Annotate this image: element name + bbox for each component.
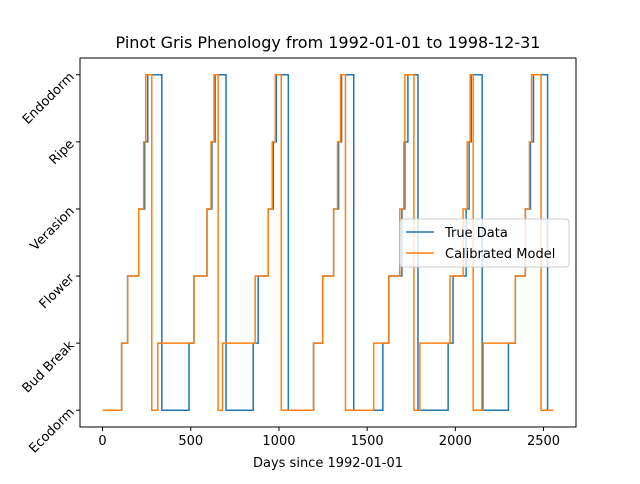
x-tick-label: 0 (98, 434, 106, 449)
x-axis-label: Days since 1992-01-01 (253, 456, 403, 471)
y-tick-label: Ecodorm (27, 405, 78, 456)
y-tick-label: Ripe (47, 137, 78, 168)
y-tick-label: Endodorm (20, 70, 78, 128)
x-tick-label: 2500 (527, 434, 560, 449)
x-tick-label: 1000 (262, 434, 295, 449)
legend-label: Calibrated Model (445, 247, 555, 262)
x-tick-label: 2000 (439, 434, 472, 449)
x-tick-label: 500 (178, 434, 203, 449)
plot-frame (79, 57, 577, 428)
legend-box (399, 218, 570, 268)
x-tick-label: 1500 (351, 434, 384, 449)
y-tick-label: Verasion (28, 204, 78, 254)
series-line (102, 74, 554, 411)
y-tick-label: Flower (37, 271, 78, 312)
chart-title: Pinot Gris Phenology from 1992-01-01 to … (116, 33, 541, 52)
legend-label: True Data (444, 226, 508, 241)
y-tick-label: Bud Break (20, 338, 78, 396)
